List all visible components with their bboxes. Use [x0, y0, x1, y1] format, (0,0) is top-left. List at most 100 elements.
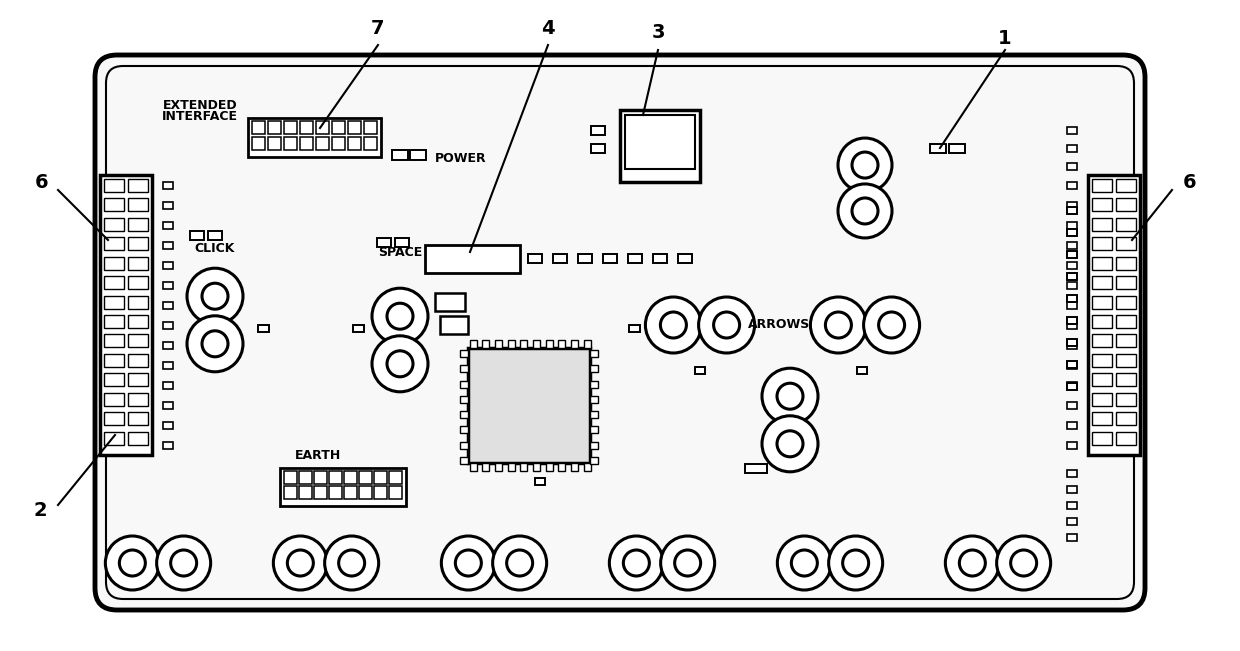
- Circle shape: [661, 312, 687, 338]
- Bar: [1116, 218, 1136, 231]
- Bar: [1116, 315, 1136, 328]
- Circle shape: [698, 297, 755, 353]
- Circle shape: [609, 536, 663, 590]
- Bar: [1116, 393, 1136, 406]
- Circle shape: [997, 536, 1050, 590]
- Text: INTERFACE: INTERFACE: [162, 110, 238, 123]
- Bar: [558, 463, 565, 471]
- Bar: [1066, 126, 1078, 133]
- Bar: [316, 137, 329, 150]
- Bar: [1092, 432, 1112, 445]
- Bar: [591, 126, 605, 135]
- Bar: [329, 471, 342, 484]
- Text: CLICK: CLICK: [195, 242, 236, 255]
- Bar: [396, 238, 409, 247]
- Bar: [365, 137, 377, 150]
- Circle shape: [387, 303, 413, 329]
- Bar: [694, 367, 706, 374]
- Bar: [495, 463, 502, 471]
- Bar: [1066, 381, 1078, 389]
- Bar: [300, 137, 312, 150]
- Bar: [1066, 251, 1078, 258]
- Bar: [104, 315, 124, 328]
- Bar: [470, 463, 476, 471]
- Bar: [1092, 296, 1112, 309]
- Bar: [745, 464, 768, 473]
- Bar: [162, 242, 174, 249]
- Bar: [425, 245, 520, 273]
- Bar: [1116, 179, 1136, 192]
- Bar: [590, 442, 598, 449]
- Bar: [1066, 182, 1078, 189]
- Circle shape: [879, 312, 905, 338]
- Bar: [128, 373, 148, 386]
- Bar: [578, 253, 591, 262]
- Bar: [470, 340, 476, 348]
- Bar: [128, 218, 148, 231]
- Bar: [392, 150, 408, 160]
- Bar: [389, 471, 402, 484]
- Text: POWER: POWER: [435, 152, 486, 165]
- Bar: [1066, 534, 1078, 540]
- Bar: [1092, 256, 1112, 270]
- Bar: [284, 471, 298, 484]
- Bar: [348, 121, 361, 134]
- Bar: [590, 396, 598, 403]
- Circle shape: [852, 152, 878, 178]
- Bar: [162, 301, 174, 309]
- Bar: [190, 230, 205, 240]
- Bar: [533, 463, 539, 471]
- Circle shape: [507, 550, 533, 576]
- Bar: [100, 175, 153, 455]
- Bar: [128, 432, 148, 445]
- Bar: [460, 426, 467, 434]
- Circle shape: [339, 550, 365, 576]
- Bar: [590, 411, 598, 418]
- Circle shape: [119, 550, 145, 576]
- Bar: [625, 115, 694, 169]
- Bar: [653, 253, 667, 262]
- Circle shape: [187, 268, 243, 324]
- Bar: [591, 143, 605, 152]
- Circle shape: [645, 297, 702, 353]
- Bar: [343, 471, 357, 484]
- Circle shape: [372, 288, 428, 344]
- Bar: [162, 202, 174, 208]
- Bar: [1066, 486, 1078, 493]
- Bar: [348, 137, 361, 150]
- Bar: [208, 230, 222, 240]
- Circle shape: [171, 550, 197, 576]
- Bar: [128, 335, 148, 348]
- Bar: [1066, 402, 1078, 408]
- Bar: [528, 253, 542, 262]
- Bar: [389, 486, 402, 499]
- Bar: [1092, 276, 1112, 289]
- Circle shape: [826, 312, 852, 338]
- Bar: [128, 393, 148, 406]
- Bar: [162, 262, 174, 268]
- Bar: [360, 471, 372, 484]
- Bar: [299, 486, 312, 499]
- Circle shape: [1011, 550, 1037, 576]
- Bar: [460, 350, 467, 357]
- Circle shape: [960, 550, 986, 576]
- Bar: [104, 412, 124, 425]
- Bar: [1066, 361, 1078, 368]
- Bar: [1116, 256, 1136, 270]
- Bar: [533, 340, 539, 348]
- Bar: [104, 354, 124, 367]
- Bar: [268, 137, 281, 150]
- Bar: [104, 373, 124, 386]
- Bar: [495, 340, 502, 348]
- Bar: [332, 121, 345, 134]
- Bar: [460, 365, 467, 372]
- Bar: [128, 179, 148, 192]
- Text: 3: 3: [651, 23, 665, 42]
- Bar: [534, 477, 546, 484]
- Bar: [558, 340, 565, 348]
- Bar: [1116, 276, 1136, 289]
- Bar: [1092, 373, 1112, 386]
- Bar: [1066, 518, 1078, 525]
- Bar: [857, 367, 867, 374]
- Bar: [1066, 145, 1078, 152]
